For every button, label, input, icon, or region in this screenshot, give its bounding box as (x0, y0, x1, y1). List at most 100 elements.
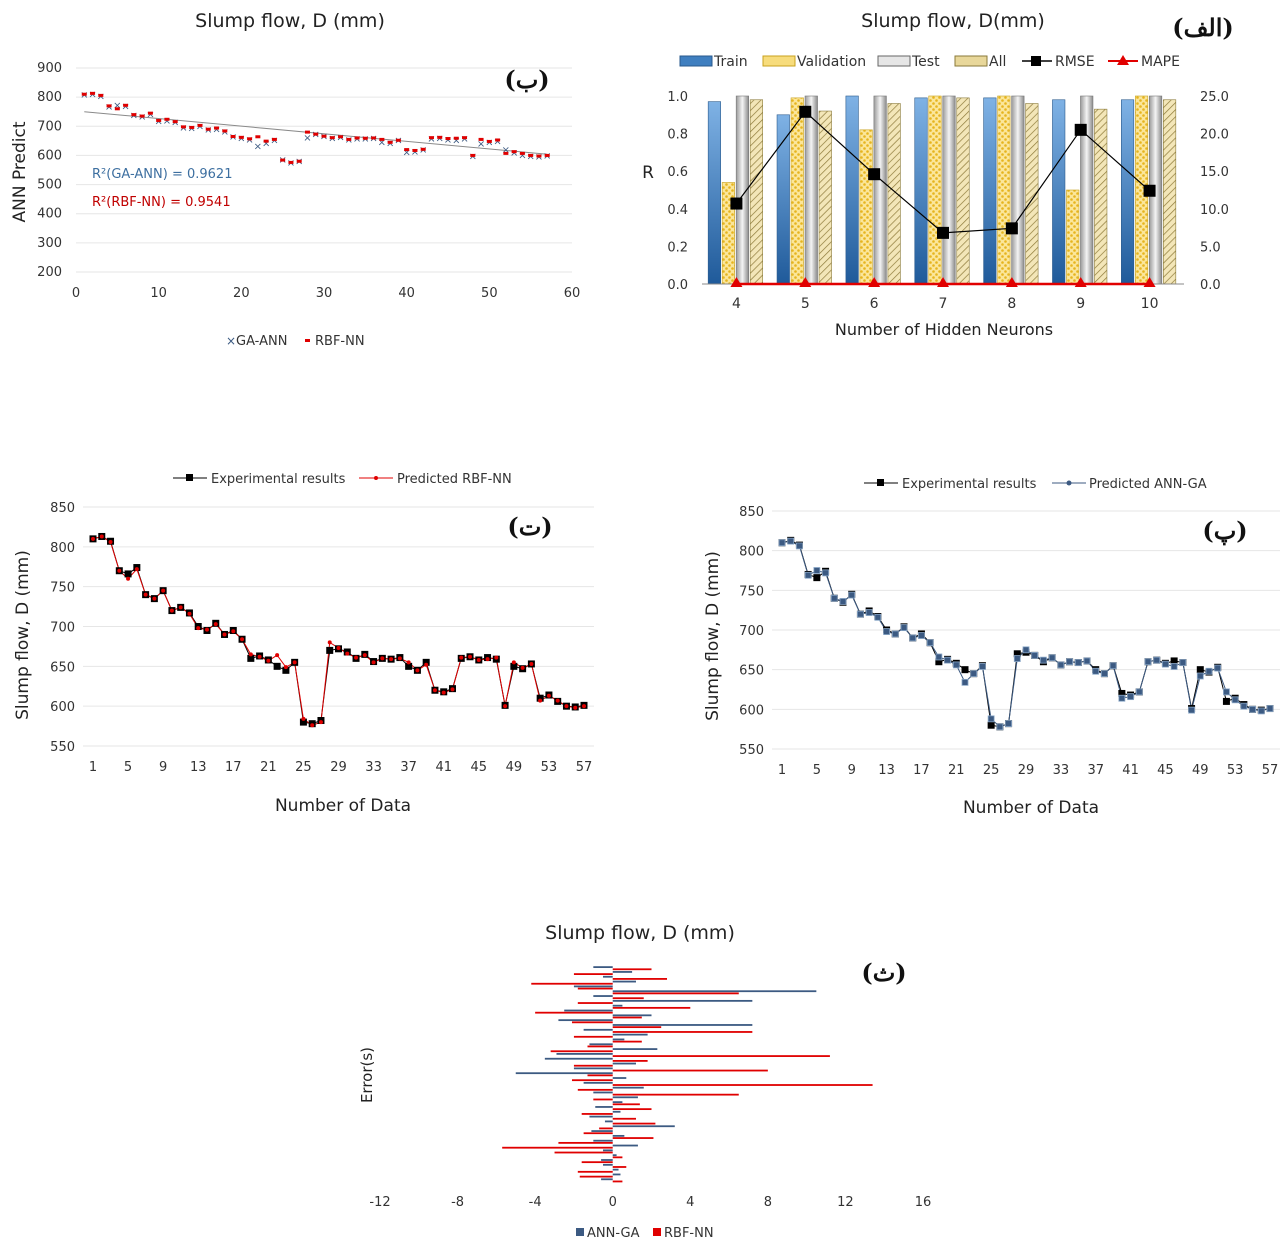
legend-rmse-marker (1031, 56, 1041, 66)
predicted-marker (573, 705, 578, 710)
point-ga-ann: × (179, 123, 187, 134)
rmse-marker (1005, 222, 1018, 235)
chart-be-tag: (ب) (504, 65, 549, 94)
point-rbf-nn (280, 158, 286, 162)
chart-be: Slump flow, D (mm) (ب) ANN Predict R²(GA… (10, 10, 580, 349)
point-rbf-nn (445, 137, 451, 141)
bar-ann-ga (601, 1178, 613, 1181)
chart-alef-title: Slump flow, D(mm) (861, 10, 1045, 32)
point-ga-ann: × (105, 102, 113, 113)
predicted-marker (1162, 660, 1169, 668)
predicted-marker (1083, 657, 1091, 665)
point-ga-ann: × (460, 134, 468, 145)
bar-ann-ga (604, 1120, 613, 1123)
bar-ann-ga (591, 1130, 613, 1132)
x-tick-label: 53 (1227, 763, 1244, 778)
bar-rbf-nn (612, 997, 644, 1000)
predicted-marker (1135, 688, 1143, 696)
legend-mape-label: MAPE (1141, 54, 1180, 70)
predicted-marker (432, 688, 437, 693)
predicted-line (781, 540, 1271, 728)
y-tick-label: 300 (37, 236, 62, 251)
x-tick-label: 4 (732, 296, 741, 312)
predicted-marker (1013, 655, 1021, 662)
predicted-marker (582, 704, 586, 709)
chart-be-annotation-ga: R²(GA-ANN) = 0.9621 (92, 167, 232, 182)
point-ga-ann: × (493, 136, 501, 147)
legend-validation-swatch (762, 55, 796, 67)
x-tick-label: -4 (529, 1195, 542, 1210)
legend-rbf-nn-label: RBF-NN (664, 1226, 714, 1241)
predicted-marker (1188, 706, 1195, 714)
chart-be-legend: × GA-ANN RBF-NN (226, 334, 365, 349)
x-tick-label: -8 (451, 1195, 464, 1210)
point-ga-ann: × (113, 100, 121, 111)
bar-rbf-nn (577, 987, 613, 990)
predicted-marker (248, 652, 253, 657)
y-tick-label: 600 (50, 700, 75, 715)
predicted-marker (424, 662, 429, 667)
x-tick-label: 40 (398, 286, 415, 301)
point-ga-ann: × (378, 137, 386, 148)
x-tick-label: 8 (764, 1195, 772, 1210)
chart-se-ylabel: Error(s) (358, 1047, 376, 1103)
predicted-marker (371, 660, 376, 665)
experimental-marker (536, 694, 544, 702)
predicted-marker (1214, 664, 1222, 672)
y-tick-label: 0.2 (667, 240, 688, 255)
predicted-marker (126, 576, 131, 581)
bar-ann-ga (612, 1154, 617, 1157)
legend-test-swatch (877, 55, 911, 67)
bar-ann-ga (573, 985, 613, 988)
predicted-marker (169, 608, 174, 613)
predicted-marker (1031, 651, 1039, 659)
predicted-marker (99, 534, 104, 539)
predicted-marker (222, 632, 227, 637)
legend-validation-label: Validation (797, 54, 866, 70)
predicted-marker (485, 657, 490, 662)
point-ga-ann: × (262, 138, 270, 149)
experimental-marker (326, 646, 334, 654)
bar-rbf-nn (583, 1132, 613, 1135)
point-rbf-nn (123, 103, 129, 107)
predicted-marker (459, 655, 464, 660)
legend-ga-ann-marker: × (226, 334, 236, 348)
predicted-marker (1092, 667, 1100, 675)
x-tick-label: 29 (1018, 763, 1035, 778)
point-rbf-nn (544, 153, 550, 157)
y-tick-label: 650 (739, 664, 764, 679)
experimental-marker (1196, 666, 1204, 674)
rmse-marker (868, 168, 881, 181)
experimental-marker (422, 658, 430, 666)
chart-be-title: Slump flow, D (mm) (195, 10, 385, 32)
predicted-marker (1240, 702, 1248, 710)
bar-all (887, 103, 901, 285)
y-tick-label: 700 (739, 624, 764, 639)
chart-be-annotation-rbf: R²(RBF-NN) = 0.9541 (92, 195, 231, 210)
y-tick-label: 850 (50, 501, 75, 516)
predicted-marker (891, 630, 899, 638)
rmse-marker (730, 197, 743, 210)
point-rbf-nn (329, 136, 335, 140)
bar-ann-ga (589, 1115, 613, 1118)
point-rbf-nn (189, 125, 195, 129)
bar-ann-ga (612, 1101, 623, 1104)
point-rbf-nn (271, 137, 277, 141)
point-rbf-nn (338, 135, 344, 139)
x-tick-label: 1 (778, 763, 786, 778)
predicted-marker (310, 723, 315, 728)
predicted-marker (1057, 661, 1065, 669)
x-tick-label: 17 (913, 763, 930, 778)
bar-ann-ga (544, 1057, 613, 1060)
bar-rbf-nn (612, 978, 668, 980)
x-tick-label: 10 (1141, 296, 1159, 312)
legend-test-label: Test (911, 54, 940, 70)
predicted-marker (813, 567, 821, 574)
experimental-marker (124, 570, 132, 578)
predicted-marker (152, 596, 157, 601)
predicted-marker (529, 661, 534, 666)
predicted-marker (796, 542, 803, 550)
x-tick-label: 5 (801, 296, 810, 312)
bar-rbf-nn (581, 1113, 613, 1115)
predicted-marker (848, 591, 856, 599)
